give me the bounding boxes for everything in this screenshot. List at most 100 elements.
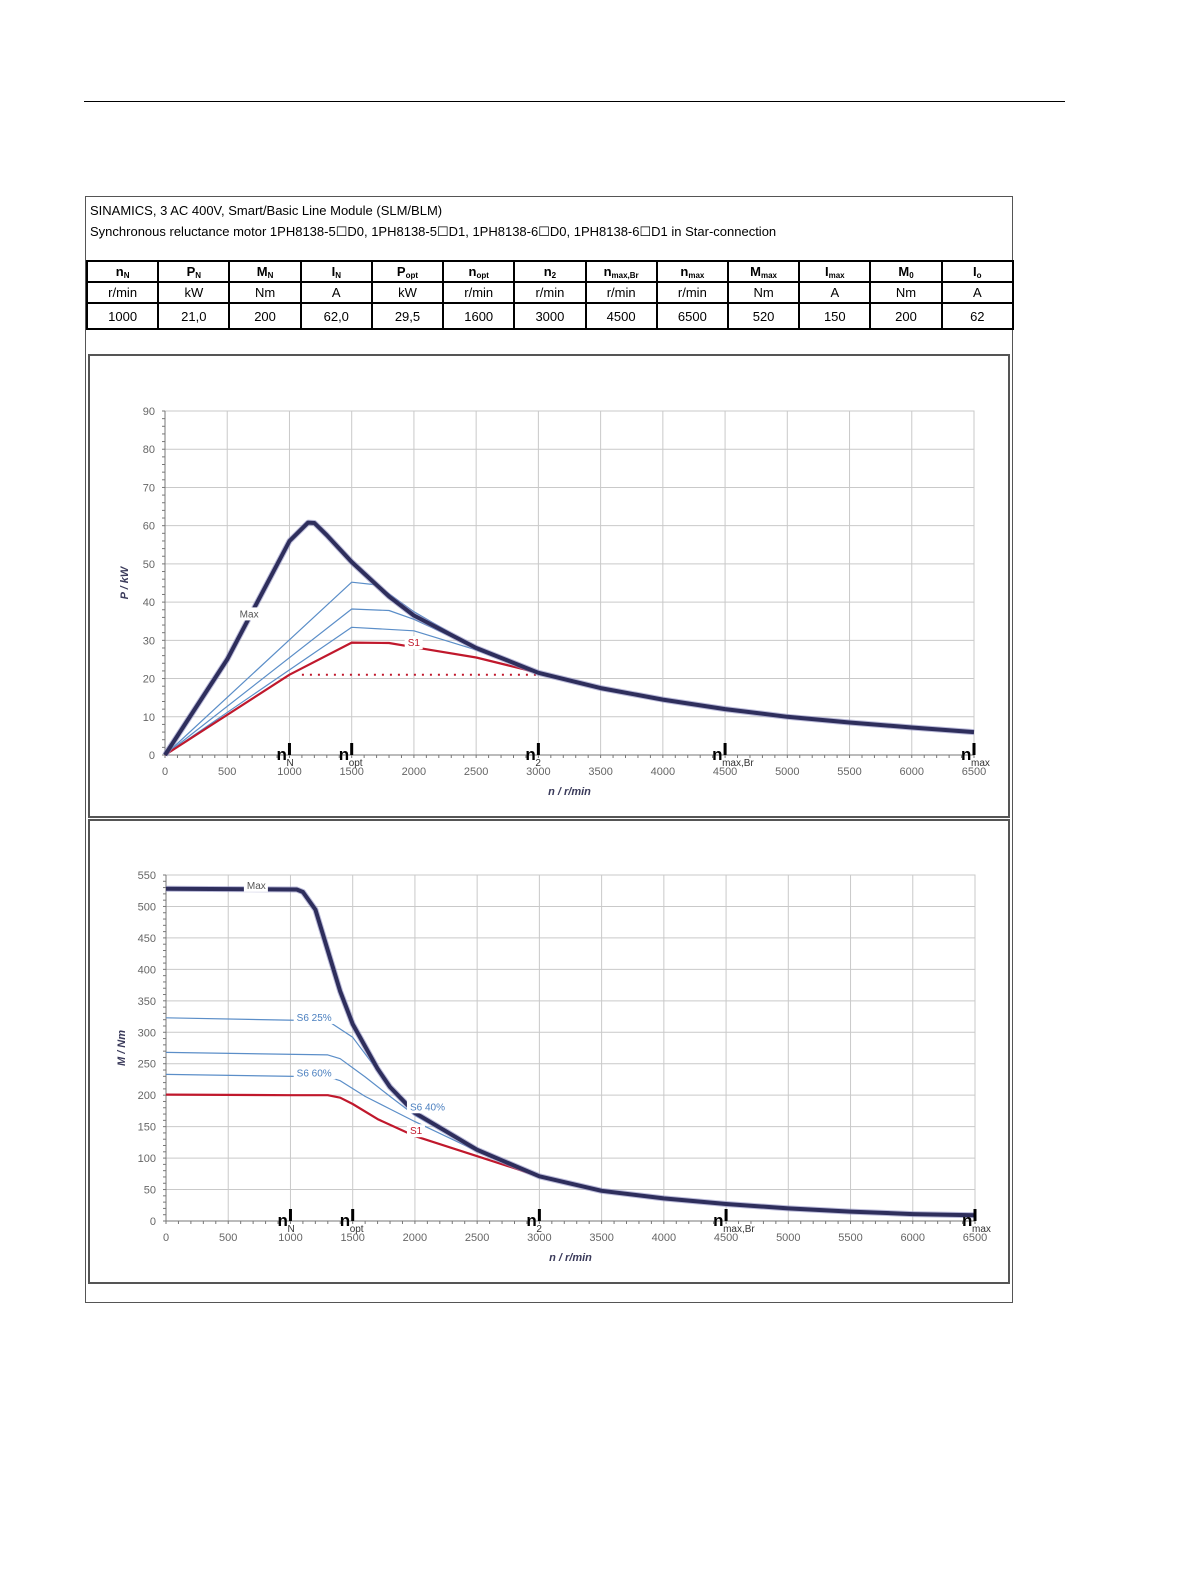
y-tick-label: 450 <box>138 933 156 945</box>
y-tick-label: 10 <box>143 712 155 724</box>
spec-symbol-subscript: N <box>195 270 202 280</box>
x-tick-label: 3000 <box>526 766 550 778</box>
x-tick-label: 5000 <box>776 1232 800 1244</box>
spec-unit-cell: r/min <box>85 281 160 304</box>
speed-marker-symbol: n <box>276 745 286 764</box>
torque-chart-panel: 0 500 1000 1500 2000 2500 3000 3500 4000 4500 5000… <box>88 819 1010 1284</box>
spec-symbol-subscript: N <box>335 270 341 280</box>
spec-value-cell: 29,5 <box>370 302 445 330</box>
speed-marker-subscript: 2 <box>536 1224 542 1235</box>
spec-symbol-subscript: max <box>688 270 705 280</box>
x-tick-label: 2000 <box>403 1232 427 1244</box>
speed-marker-symbol: n <box>525 745 535 764</box>
x-tick-label: 5500 <box>837 766 861 778</box>
x-tick-label: 2500 <box>464 766 488 778</box>
speed-marker-subscript: 2 <box>535 758 541 769</box>
spec-symbol-subscript: N <box>123 270 130 280</box>
x-tick-label: 6500 <box>962 766 986 778</box>
spec-unit-cell: Nm <box>726 281 801 304</box>
torque-chart: 0 500 1000 1500 2000 2500 3000 3500 4000 4500 5000… <box>116 870 991 1264</box>
spec-symbol: M <box>256 263 268 279</box>
spec-table: nN PN MN IN Popt nopt n2 nmax,Br nmax Mmax Imax M0 I… <box>85 260 1015 330</box>
x-tick-label: 6000 <box>901 1232 925 1244</box>
series-label-bg <box>404 636 423 650</box>
y-tick-label: 60 <box>143 521 155 533</box>
spec-value-cell: 150 <box>798 302 872 330</box>
spec-symbol: I <box>973 263 977 279</box>
y-tick-label: 250 <box>138 1059 156 1071</box>
x-tick-label: 1500 <box>340 1232 364 1244</box>
spec-value-cell: 1000 <box>85 302 160 330</box>
speed-marker-symbol: n <box>712 745 722 764</box>
speed-marker-symbol: n <box>339 745 349 764</box>
spec-symbol-subscript: opt <box>476 270 489 280</box>
spec-symbol-cell: nmax <box>655 260 729 283</box>
spec-symbol: n <box>468 263 477 279</box>
spec-symbol-subscript: o <box>976 270 982 280</box>
x-tick-label: 5500 <box>838 1232 862 1244</box>
spec-value-cell: 1600 <box>442 302 516 330</box>
spec-value-cell: 4500 <box>584 302 658 330</box>
spec-value-cell: 3000 <box>513 302 587 330</box>
spec-value-cell: 520 <box>726 302 801 330</box>
spec-symbol: n <box>680 263 689 279</box>
y-tick-label: 300 <box>138 1027 156 1039</box>
series-label-bg <box>236 607 261 621</box>
y-tick-label: 200 <box>138 1090 156 1102</box>
series-label: Max <box>247 881 266 892</box>
spec-symbol-row: nN PN MN IN Popt nopt n2 nmax,Br nmax Mmax Imax M0 I… <box>85 260 1015 283</box>
spec-unit-cell: Nm <box>228 281 302 304</box>
x-tick-label: 6000 <box>900 766 924 778</box>
series-label-bg <box>293 1066 336 1080</box>
spec-unit-cell: kW <box>370 281 445 304</box>
speed-marker-symbol: n <box>526 1211 536 1230</box>
spec-symbol-cell: MN <box>228 260 302 283</box>
spec-symbol-subscript: 0 <box>909 270 914 280</box>
y-tick-label: 550 <box>138 870 156 882</box>
header-line-2: Synchronous reluctance motor 1PH8138-5☐D… <box>90 224 777 239</box>
speed-marker-subscript: max <box>971 758 990 769</box>
series-line-s1 <box>164 641 539 756</box>
speed-marker-subscript: opt <box>349 758 363 769</box>
y-tick-label: 400 <box>138 964 156 976</box>
spec-value-cell: 62 <box>940 302 1015 330</box>
speed-marker-subscript: N <box>286 758 293 769</box>
spec-symbol-cell: Io <box>940 260 1015 283</box>
speed-marker-subscript: max,Br <box>722 758 754 769</box>
y-tick-label: 150 <box>138 1122 156 1134</box>
spec-symbol: P <box>186 263 196 279</box>
spec-value-cell: 62,0 <box>299 302 373 330</box>
x-tick-label: 4500 <box>714 1232 738 1244</box>
spec-symbol-subscript: N <box>267 270 274 280</box>
x-tick-label: 1000 <box>278 1232 302 1244</box>
spec-symbol-subscript: max,Br <box>611 270 639 280</box>
y-tick-label: 0 <box>149 750 155 762</box>
series-label: S1 <box>410 1126 423 1137</box>
y-tick-label: 350 <box>138 996 156 1008</box>
y-tick-label: 0 <box>150 1216 156 1228</box>
y-tick-label: 30 <box>143 635 155 647</box>
spec-symbol-subscript: opt <box>405 270 419 280</box>
speed-marker-symbol: n <box>277 1211 287 1230</box>
x-tick-label: 6500 <box>963 1232 987 1244</box>
series-line-max <box>163 520 975 757</box>
speed-marker-symbol: n <box>340 1211 350 1230</box>
x-tick-label: 500 <box>218 766 236 778</box>
spec-symbol-subscript: max <box>828 270 845 280</box>
y-tick-label: 70 <box>143 482 155 494</box>
y-tick-label: 500 <box>138 901 156 913</box>
x-axis-title: n / r/min <box>548 786 591 798</box>
spec-unit-cell: A <box>940 281 1015 304</box>
x-tick-label: 4000 <box>651 766 675 778</box>
spec-value-cell: 200 <box>869 302 943 330</box>
spec-value-row: 1000 21,0 200 62,0 29,5 1600 3000 4500 6500 520 15… <box>85 302 1015 330</box>
spec-value-cell: 200 <box>228 302 302 330</box>
spec-unit-cell: A <box>798 281 872 304</box>
spec-symbol: n <box>543 263 552 279</box>
spec-symbol: M <box>898 263 910 279</box>
y-tick-label: 100 <box>138 1153 156 1165</box>
x-tick-label: 2000 <box>402 766 426 778</box>
x-tick-label: 0 <box>163 1232 169 1244</box>
spec-unit-cell: kW <box>157 281 231 304</box>
